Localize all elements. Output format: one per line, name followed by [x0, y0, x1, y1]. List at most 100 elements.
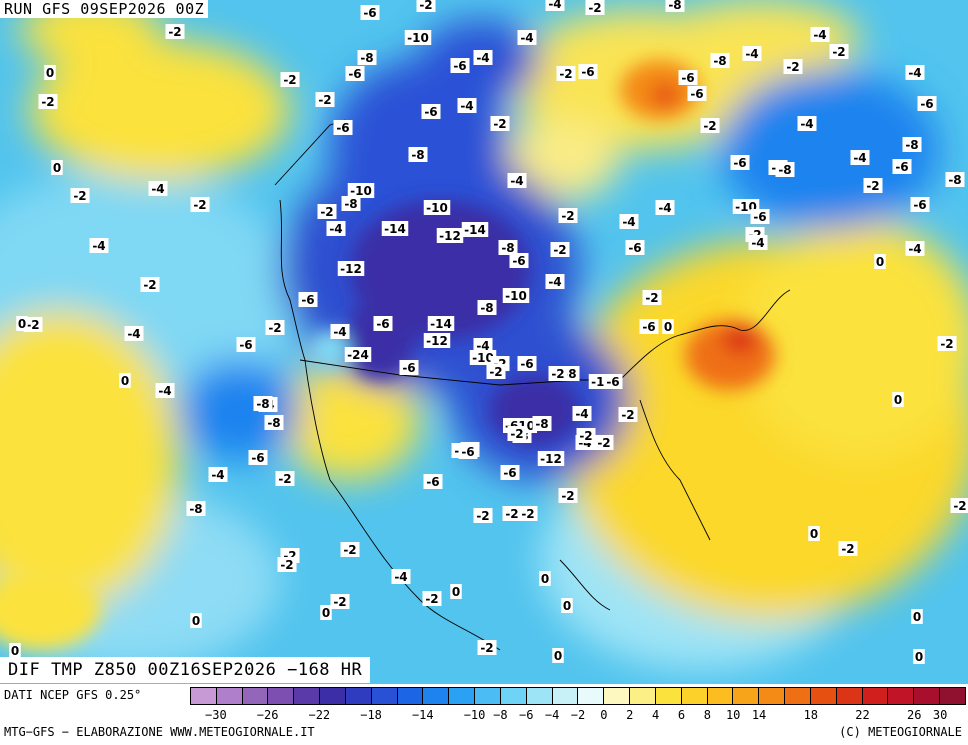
svg-text:-6: -6: [895, 160, 908, 174]
contour-label: -8: [341, 196, 361, 211]
contour-label: -8: [710, 53, 730, 68]
contour-label: 0: [874, 254, 886, 269]
contour-label: -10: [469, 350, 497, 365]
contour-label: -4: [797, 116, 817, 131]
contour-label: -8: [253, 396, 273, 411]
contour-label: -4: [905, 241, 925, 256]
svg-text:-4: -4: [92, 239, 105, 253]
contour-label: -2: [558, 488, 578, 503]
contour-label: -24: [344, 347, 372, 362]
svg-text:0: 0: [664, 320, 672, 334]
contour-label: -2: [280, 72, 300, 87]
contour-label: -2: [265, 320, 285, 335]
svg-text:-2: -2: [510, 427, 523, 441]
svg-text:-2: -2: [703, 119, 716, 133]
svg-text:-2: -2: [193, 198, 206, 212]
contour-label: -4: [124, 326, 144, 341]
contour-label: -6: [360, 5, 380, 20]
svg-text:-4: -4: [520, 31, 533, 45]
color-scale-tick-label: −26: [256, 708, 279, 722]
run-title: RUN GFS 09SEP2026 00Z: [0, 0, 209, 18]
contour-label: -8: [902, 137, 922, 152]
contour-label: -12: [537, 451, 565, 466]
svg-text:-2: -2: [143, 278, 156, 292]
contour-label: -4: [655, 200, 675, 215]
contour-label: -2: [642, 290, 662, 305]
svg-text:-8: -8: [189, 502, 202, 516]
contour-label: -8: [532, 416, 552, 431]
credit-left: MTG−GFS − ELABORAZIONE WWW.METEOGIORNALE…: [4, 725, 315, 739]
contour-label: -2: [548, 366, 568, 381]
color-swatch: [707, 688, 734, 704]
svg-text:-4: -4: [908, 242, 921, 256]
svg-text:-12: -12: [340, 262, 362, 276]
footer: DATI NCEP GFS 0.25° −30 −26 −22 −18 −14 −10 −8…: [0, 684, 968, 745]
svg-text:-2: -2: [283, 73, 296, 87]
credit-right: (C) METEOGIORNALE: [839, 725, 962, 739]
contour-label: -2: [315, 92, 335, 107]
svg-text:0: 0: [121, 374, 129, 388]
contour-label: -4: [572, 406, 592, 421]
contour-label: 0: [450, 584, 462, 599]
svg-text:-14: -14: [384, 222, 406, 236]
color-swatch: [397, 688, 424, 704]
svg-text:-6: -6: [920, 97, 933, 111]
contour-label: -2: [829, 44, 849, 59]
svg-text:-6: -6: [461, 445, 474, 459]
contour-label: -2: [486, 364, 506, 379]
svg-text:0: 0: [18, 317, 26, 331]
svg-text:-2: -2: [41, 95, 54, 109]
svg-text:-6: -6: [520, 357, 533, 371]
svg-text:-4: -4: [329, 222, 342, 236]
contour-label: -2: [700, 118, 720, 133]
svg-text:0: 0: [913, 610, 921, 624]
svg-text:-2: -2: [579, 429, 592, 443]
svg-text:-4: -4: [658, 201, 671, 215]
contour-label: -4: [742, 46, 762, 61]
svg-text:-6: -6: [913, 198, 926, 212]
contour-label: 0: [539, 571, 551, 586]
contour-label: -2: [477, 640, 497, 655]
color-swatch: [320, 688, 346, 704]
svg-text:-2: -2: [73, 189, 86, 203]
contour-label: -4: [208, 467, 228, 482]
color-swatch: [268, 688, 295, 704]
svg-text:-6: -6: [424, 105, 437, 119]
contour-label: -6: [730, 155, 750, 170]
contour-label: -2: [277, 557, 297, 572]
svg-text:-12: -12: [540, 452, 562, 466]
contour-label: -12: [337, 261, 365, 276]
contour-label: -6: [639, 319, 659, 334]
contour-label: 0: [190, 613, 202, 628]
contour-label: -2: [556, 66, 576, 81]
contour-label: 0: [911, 609, 923, 624]
color-swatch: [604, 688, 631, 704]
contour-label: -8: [264, 415, 284, 430]
svg-text:-2: -2: [268, 321, 281, 335]
contour-label: -4: [473, 50, 493, 65]
contour-label: 0: [44, 65, 56, 80]
svg-text:-6: -6: [681, 71, 694, 85]
contour-label: -6: [578, 64, 598, 79]
contour-label: -2: [317, 204, 337, 219]
contour-label: -2: [23, 317, 43, 332]
contour-label: -14: [461, 222, 489, 237]
svg-text:-6: -6: [336, 121, 349, 135]
svg-text:-6: -6: [363, 6, 376, 20]
svg-text:-6: -6: [402, 361, 415, 375]
svg-text:-2: -2: [645, 291, 658, 305]
svg-text:-8: -8: [480, 301, 493, 315]
svg-text:0: 0: [192, 614, 200, 628]
contour-label: -6: [458, 444, 478, 459]
color-scale-tick-label: 18: [803, 708, 819, 722]
svg-text:-2: -2: [621, 408, 634, 422]
contour-label: -2: [576, 428, 596, 443]
svg-text:-6: -6: [503, 466, 516, 480]
contour-label: -6: [892, 159, 912, 174]
color-swatch: [810, 688, 837, 704]
contour-label: -4: [748, 235, 768, 250]
svg-text:-10: -10: [407, 31, 429, 45]
svg-text:-2: -2: [521, 507, 534, 521]
svg-text:-2: -2: [559, 67, 572, 81]
contour-label: -12: [436, 228, 464, 243]
